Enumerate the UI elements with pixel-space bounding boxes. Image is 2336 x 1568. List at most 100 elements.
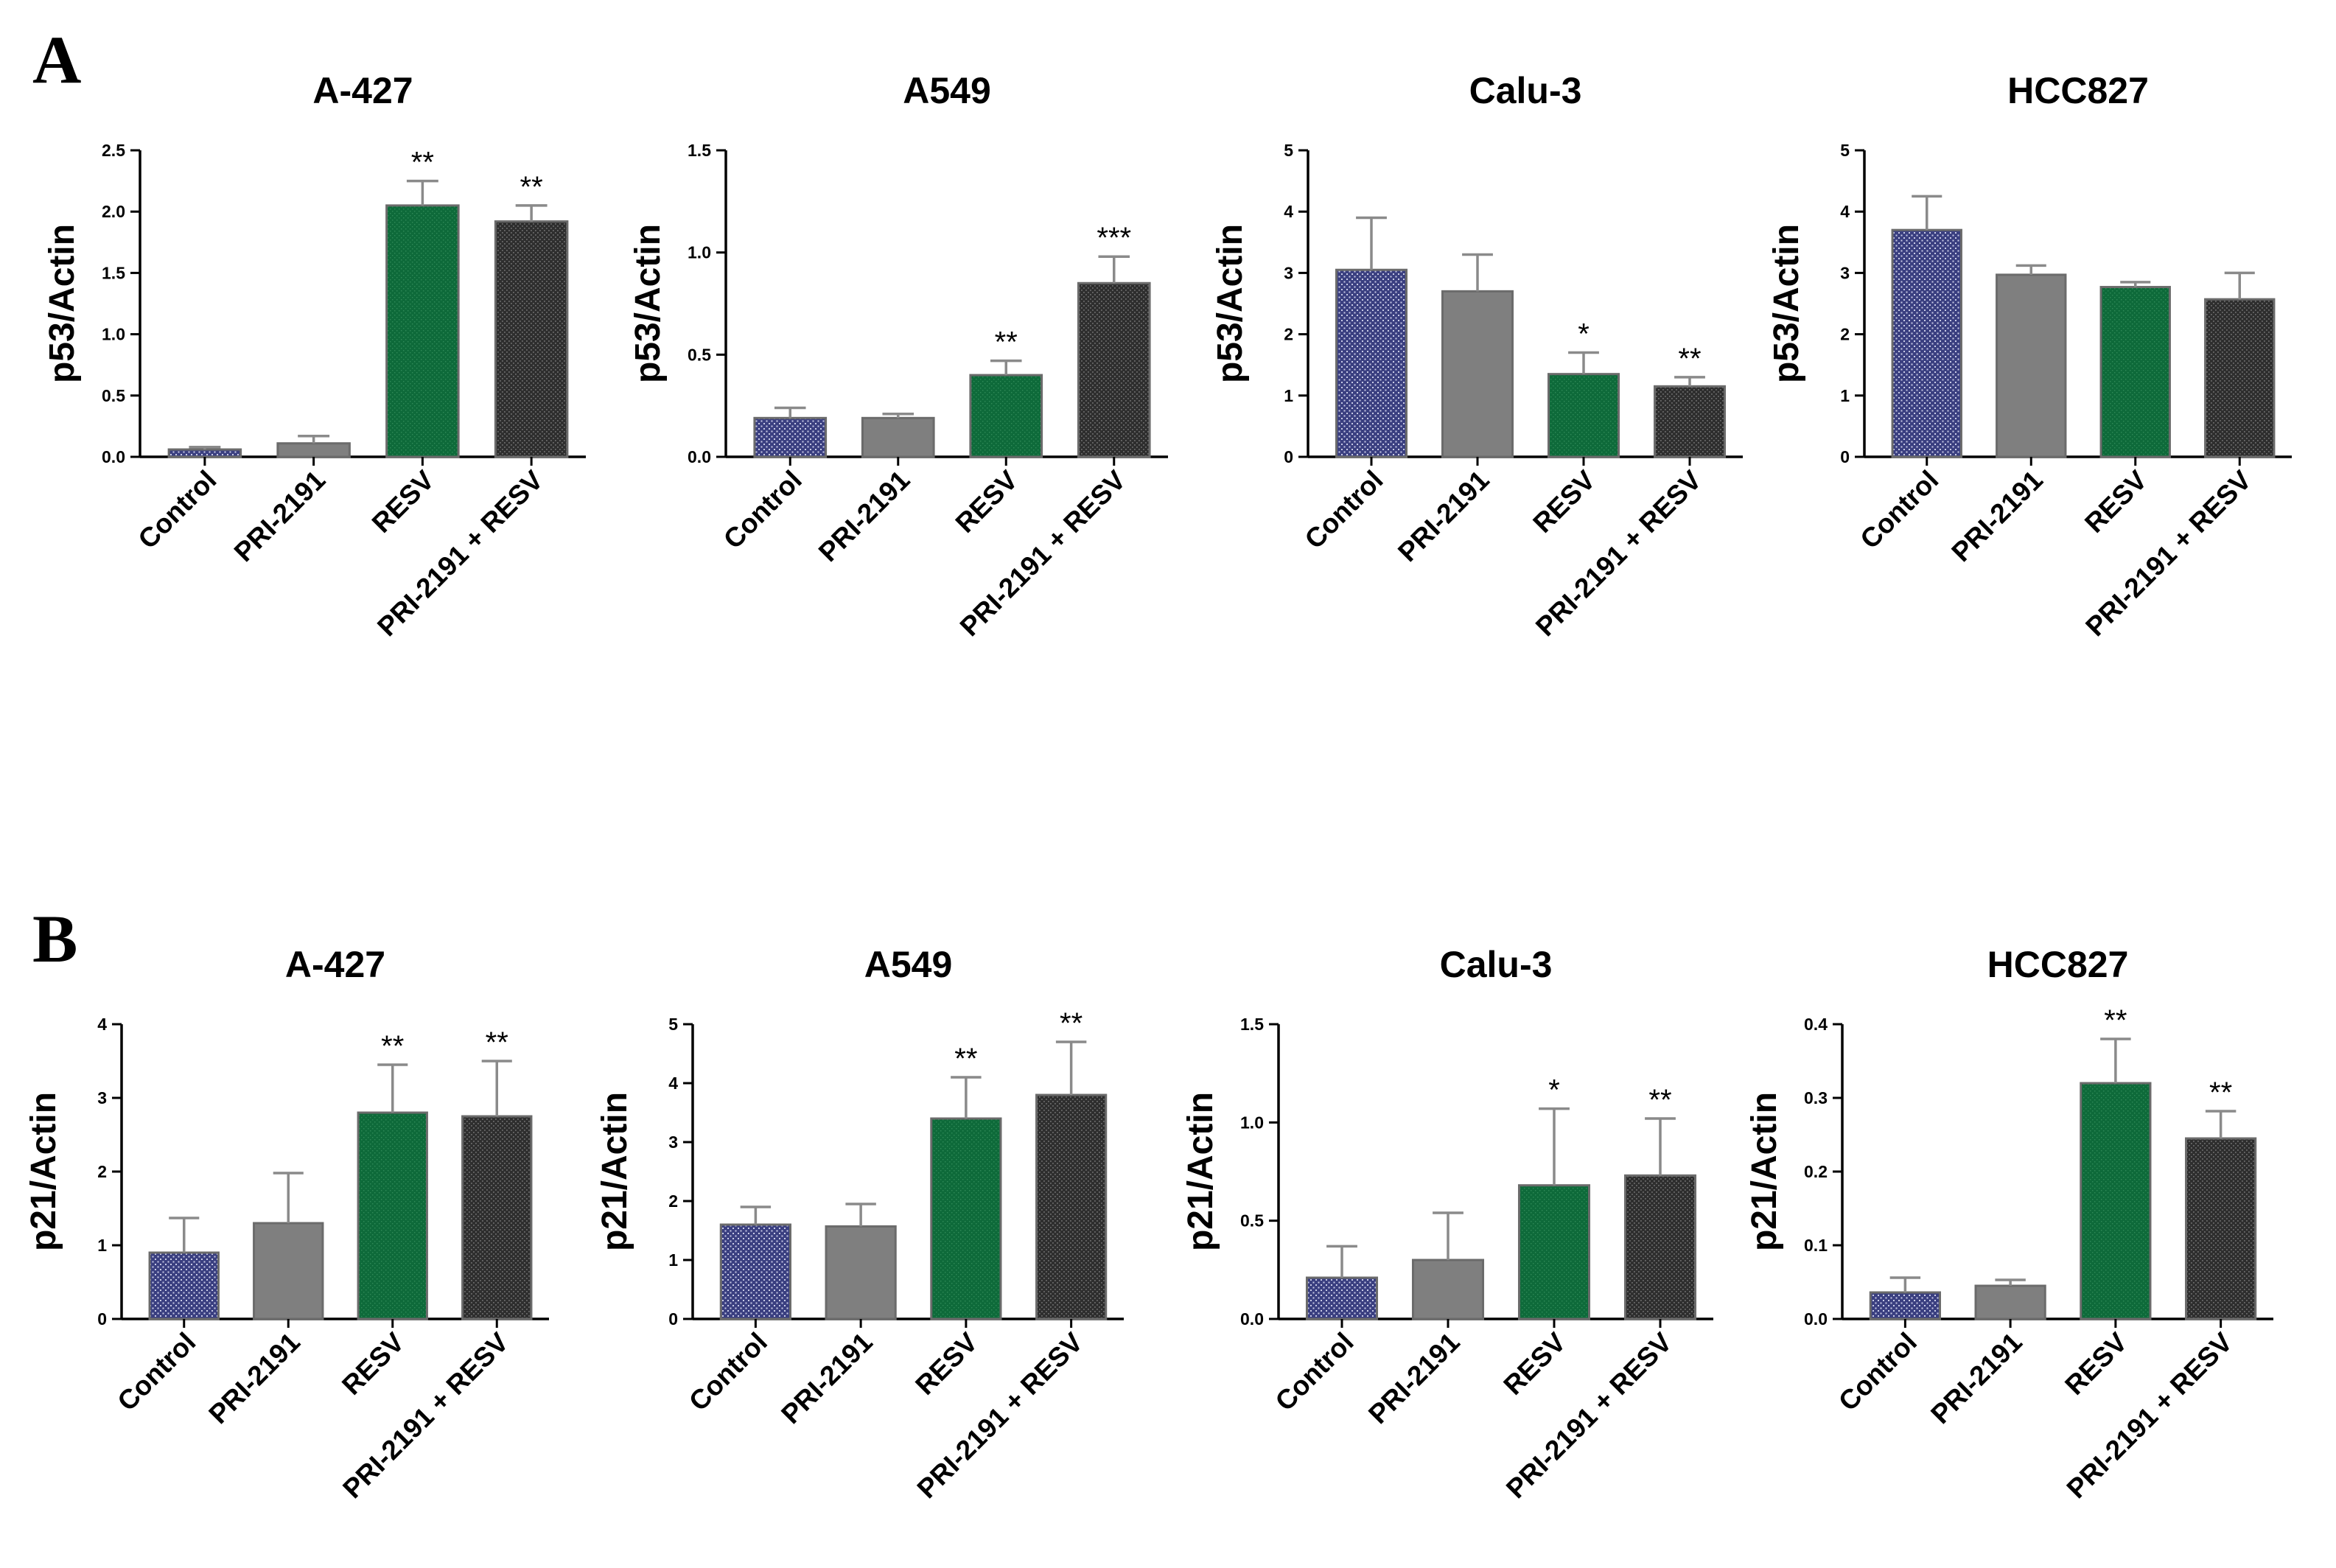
x-tick-label-resv: RESV	[950, 464, 1024, 538]
y-tick-label: 4	[1284, 202, 1293, 221]
x-tick-label-pri-2191: PRI-2191	[1392, 465, 1495, 568]
y-axis-label: p21/Actin	[595, 1092, 634, 1251]
chart-title: A-427	[285, 944, 385, 985]
bar-pri-2191-resv	[1077, 281, 1151, 458]
significance-pri-2191-resv: **	[486, 1026, 508, 1059]
y-tick-label: 0	[1284, 447, 1293, 466]
bar-pri-2191-resv	[1623, 1174, 1697, 1320]
x-tick-label-resv: RESV	[1497, 1326, 1571, 1400]
y-tick-label: 4	[97, 1015, 107, 1034]
y-tick-label: 2.5	[102, 141, 125, 160]
chart-title: HCC827	[1987, 944, 2129, 985]
bar-pri-2191-resv	[1653, 385, 1727, 458]
y-tick-label: 2	[97, 1162, 107, 1181]
bar-control	[1869, 1291, 1941, 1320]
x-tick-label-control: Control	[133, 465, 223, 555]
bar-resv	[2099, 286, 2171, 458]
y-axis-label: p21/Actin	[24, 1092, 63, 1251]
significance-pri-2191-resv: **	[1648, 1084, 1671, 1116]
significance-pri-2191-resv: **	[1060, 1007, 1083, 1040]
x-tick-label-pri-2191: PRI-2191	[228, 465, 332, 568]
chart-b-a-427: A-427 p21/Actin 0 1 2 3 4 Control PRI-2191 ** RESV…	[24, 944, 549, 1504]
y-tick-label: 2	[1284, 325, 1293, 344]
y-tick-label: 1.5	[1240, 1015, 1264, 1034]
significance-pri-2191-resv: ***	[1097, 222, 1131, 254]
chart-a-a-427: A-427 p53/Actin 0.0 0.5 1.0 1.5 2.0 2.5 Control P…	[43, 70, 586, 642]
y-tick-label: 1.5	[102, 263, 125, 282]
y-tick-label: 0.4	[1804, 1015, 1828, 1034]
x-tick-label-control: Control	[1833, 1327, 1923, 1417]
y-tick-label: 5	[1284, 141, 1293, 160]
y-tick-label: 0.0	[1240, 1309, 1264, 1329]
bar-resv	[1517, 1184, 1591, 1320]
y-axis-label: p53/Actin	[43, 224, 82, 383]
chart-title: Calu-3	[1440, 944, 1553, 985]
y-tick-label: 0	[97, 1309, 107, 1329]
x-tick-label-resv: RESV	[1527, 464, 1601, 538]
y-tick-label: 1.0	[102, 325, 125, 344]
x-tick-label-pri-2191: PRI-2191	[1945, 465, 2049, 568]
chart-a-a549: A549 p53/Actin 0.0 0.5 1.0 1.5 Control PRI-2191…	[629, 70, 1168, 642]
y-tick-label: 1.5	[688, 141, 711, 160]
significance-pri-2191-resv: **	[1678, 343, 1701, 375]
bar-pri-2191	[1996, 273, 2067, 458]
bar-resv	[385, 204, 460, 458]
y-tick-label: 0.1	[1804, 1236, 1828, 1255]
y-tick-label: 5	[668, 1015, 678, 1034]
x-tick-label-pri-2191: PRI-2191	[775, 1327, 878, 1430]
bar-pri-2191	[1974, 1284, 2046, 1320]
bar-pri-2191-resv	[1035, 1093, 1108, 1320]
bar-pri-2191	[861, 416, 935, 458]
y-tick-label: 1	[1284, 386, 1293, 405]
y-tick-label: 0.2	[1804, 1162, 1828, 1181]
bar-resv	[357, 1111, 428, 1320]
bar-control	[1335, 268, 1408, 458]
bar-pri-2191	[253, 1222, 324, 1320]
y-tick-label: 0.0	[688, 447, 711, 466]
chart-title: HCC827	[2007, 70, 2149, 111]
y-tick-label: 3	[1284, 263, 1293, 282]
bar-control	[1305, 1276, 1379, 1320]
bar-control	[148, 1251, 220, 1320]
y-axis-label: p21/Actin	[1181, 1092, 1220, 1251]
chart-title: Calu-3	[1469, 70, 1582, 111]
bar-pri-2191	[825, 1225, 897, 1320]
y-axis-label: p53/Actin	[1767, 224, 1806, 383]
y-tick-label: 2.0	[102, 202, 125, 221]
x-tick-label-control: Control	[1270, 1327, 1360, 1417]
x-tick-label-control: Control	[718, 465, 808, 555]
y-tick-label: 0.5	[688, 345, 711, 364]
x-tick-label-resv: RESV	[366, 464, 440, 538]
y-tick-label: 0	[668, 1309, 678, 1329]
chart-b-hcc827: HCC827 p21/Actin 0.0 0.1 0.2 0.3 0.4 Control PRI…	[1745, 944, 2273, 1504]
y-tick-label: 1	[1840, 386, 1850, 405]
bar-resv	[930, 1117, 1002, 1320]
y-tick-label: 5	[1840, 141, 1850, 160]
y-tick-label: 1	[668, 1250, 678, 1270]
y-tick-label: 1.0	[688, 243, 711, 262]
x-tick-label-control: Control	[1854, 465, 1944, 555]
y-tick-label: 2	[1840, 325, 1850, 344]
y-tick-label: 3	[668, 1133, 678, 1152]
significance-resv: *	[1548, 1074, 1560, 1107]
x-tick-label-control: Control	[683, 1327, 773, 1417]
y-tick-label: 3	[1840, 263, 1850, 282]
x-tick-label-resv: RESV	[2059, 1326, 2133, 1400]
x-tick-label-pri-2191: PRI-2191	[813, 465, 916, 568]
bar-resv	[969, 374, 1043, 458]
chart-title: A549	[864, 944, 953, 985]
significance-pri-2191-resv: **	[520, 171, 543, 203]
y-tick-label: 2	[668, 1191, 678, 1211]
y-axis-label: p21/Actin	[1745, 1092, 1784, 1251]
y-tick-label: 0.0	[102, 447, 125, 466]
y-tick-label: 0.3	[1804, 1088, 1828, 1107]
bar-pri-2191	[1411, 1259, 1485, 1320]
significance-resv: **	[381, 1030, 404, 1063]
chart-b-calu-3: Calu-3 p21/Actin 0.0 0.5 1.0 1.5 Control PRI-21…	[1181, 944, 1713, 1504]
significance-resv: **	[411, 147, 434, 179]
bar-pri-2191-resv	[494, 220, 569, 458]
significance-resv: **	[954, 1043, 977, 1075]
panel-label-b: B	[32, 901, 77, 976]
significance-pri-2191-resv: **	[2209, 1077, 2232, 1109]
